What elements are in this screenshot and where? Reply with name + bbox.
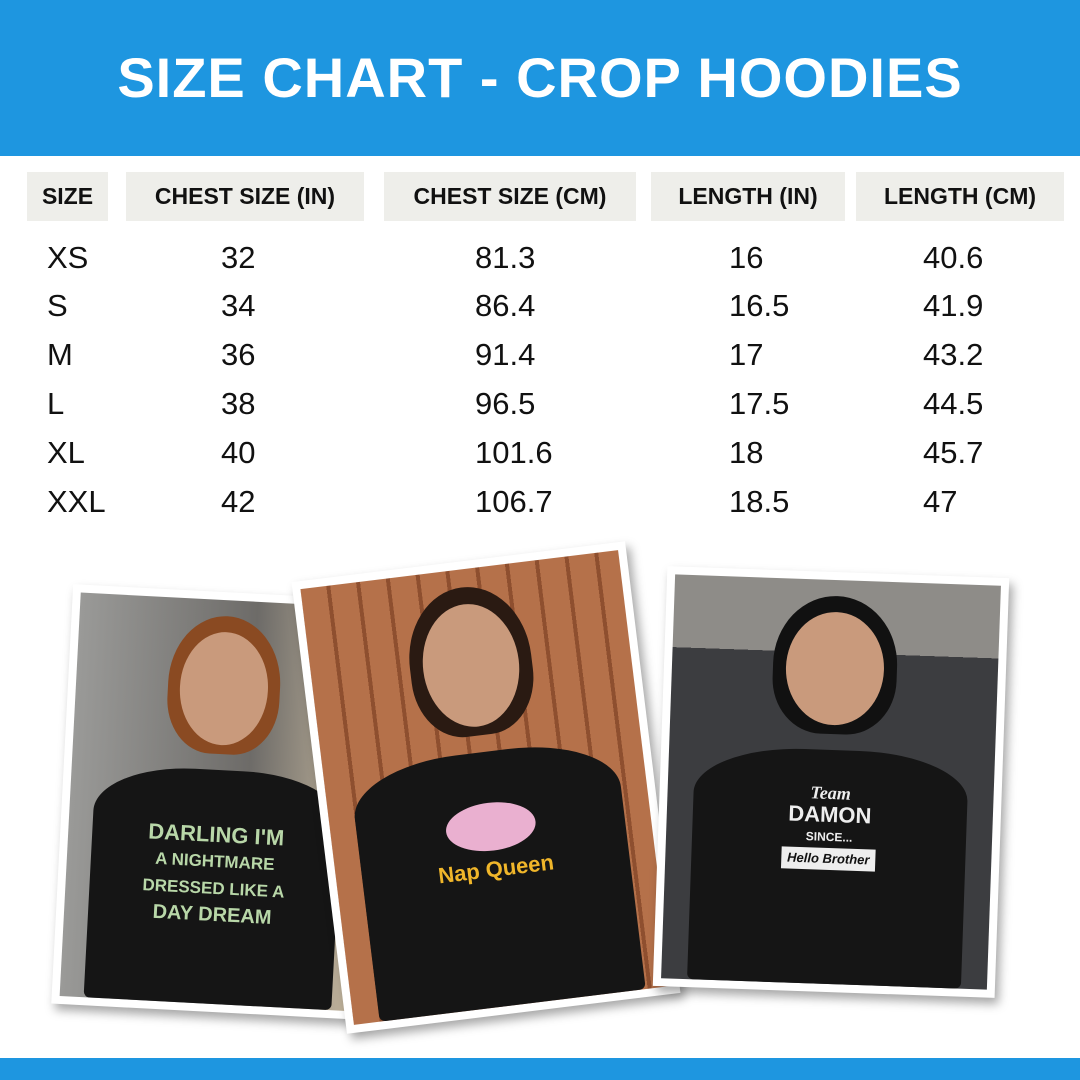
table-cell: XS bbox=[47, 240, 89, 275]
photo-image: Nap Queen bbox=[300, 550, 672, 1025]
column-header: LENGTH (CM) bbox=[856, 172, 1064, 221]
table-cell: XL bbox=[47, 435, 85, 470]
table-cell: 44.5 bbox=[923, 386, 984, 421]
table-cell: 17.5 bbox=[729, 386, 790, 421]
table-cell: 96.5 bbox=[475, 386, 536, 421]
column-header: CHEST SIZE (CM) bbox=[384, 172, 636, 221]
hoodie-print: DARLING I'M A NIGHTMARE DRESSED LIKE A D… bbox=[87, 815, 341, 936]
photo-team-damon-hoodie: Team DAMON SINCE... Hello Brother bbox=[652, 566, 1010, 998]
table-cell: 81.3 bbox=[475, 240, 536, 275]
table-cell: 36 bbox=[221, 337, 256, 372]
table-cell: 38 bbox=[221, 386, 256, 421]
table-cell: 40.6 bbox=[923, 240, 984, 275]
hoodie-shape: Team DAMON SINCE... Hello Brother bbox=[687, 744, 969, 989]
cat-graphic-icon bbox=[443, 797, 539, 857]
photo-image: Team DAMON SINCE... Hello Brother bbox=[661, 574, 1001, 990]
table-cell: 32 bbox=[221, 240, 256, 275]
table-cell: 34 bbox=[221, 288, 256, 323]
column-header: LENGTH (IN) bbox=[651, 172, 845, 221]
hoodie-print: Team DAMON SINCE... Hello Brother bbox=[691, 778, 968, 876]
table-cell: 106.7 bbox=[475, 484, 553, 519]
print-line: Hello Brother bbox=[780, 846, 876, 873]
table-cell: 45.7 bbox=[923, 435, 984, 470]
hoodie-print: Nap Queen bbox=[355, 787, 632, 899]
table-cell: S bbox=[47, 288, 68, 323]
table-cell: 86.4 bbox=[475, 288, 536, 323]
table-cell: 18.5 bbox=[729, 484, 790, 519]
column-header: SIZE bbox=[27, 172, 108, 221]
table-cell: 17 bbox=[729, 337, 764, 372]
photo-nap-queen-hoodie: Nap Queen bbox=[291, 541, 681, 1034]
table-cell: 40 bbox=[221, 435, 256, 470]
header-banner: SIZE CHART - CROP HOODIES bbox=[0, 0, 1080, 156]
table-cell: L bbox=[47, 386, 65, 421]
table-cell: 43.2 bbox=[923, 337, 984, 372]
table-cell: 42 bbox=[221, 484, 256, 519]
table-cell: XXL bbox=[47, 484, 106, 519]
table-cell: 16 bbox=[729, 240, 764, 275]
table-cell: 16.5 bbox=[729, 288, 790, 323]
hoodie-shape: Nap Queen bbox=[348, 736, 647, 1022]
footer-bar bbox=[0, 1058, 1080, 1080]
table-cell: 101.6 bbox=[475, 435, 553, 470]
column-header: CHEST SIZE (IN) bbox=[126, 172, 364, 221]
page-title: SIZE CHART - CROP HOODIES bbox=[117, 46, 963, 110]
table-cell: 41.9 bbox=[923, 288, 984, 323]
table-cell: M bbox=[47, 337, 73, 372]
table-cell: 47 bbox=[923, 484, 958, 519]
table-cell: 91.4 bbox=[475, 337, 536, 372]
table-cell: 18 bbox=[729, 435, 764, 470]
hoodie-shape: DARLING I'M A NIGHTMARE DRESSED LIKE A D… bbox=[83, 763, 344, 1011]
